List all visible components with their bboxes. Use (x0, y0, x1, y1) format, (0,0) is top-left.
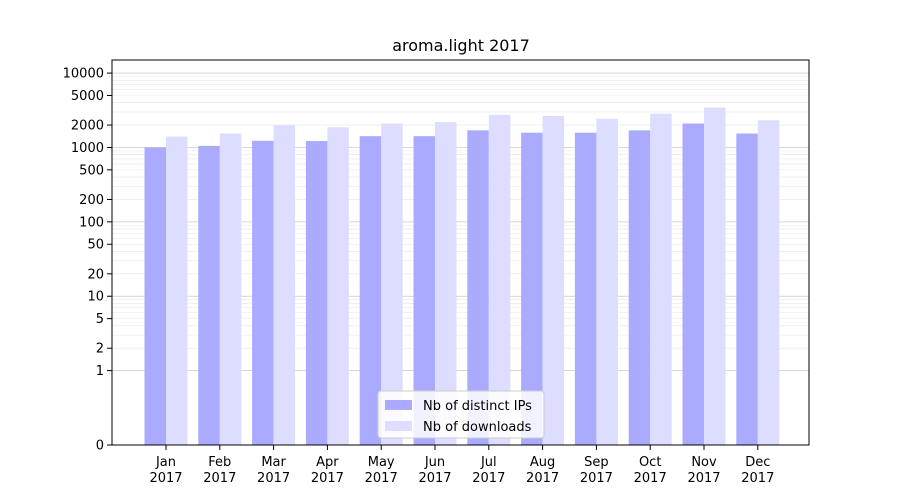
y-tick-label: 10 (87, 290, 104, 305)
x-tick-label-year: 2017 (634, 471, 667, 486)
x-tick-label-year: 2017 (741, 471, 774, 486)
y-tick-label: 2000 (71, 119, 104, 134)
chart-title: aroma.light 2017 (392, 36, 530, 55)
y-tick-label: 50 (87, 238, 104, 253)
x-tick-label-month: Oct (639, 455, 661, 470)
bar-distinct-ips-jan (144, 147, 166, 445)
bar-distinct-ips-aug (521, 132, 543, 445)
bar-distinct-ips-may (359, 136, 382, 445)
legend: Nb of distinct IPs Nb of downloads (377, 390, 545, 439)
bar-distinct-ips-jul (467, 130, 489, 446)
x-tick-label-year: 2017 (472, 471, 505, 486)
bar-downloads-apr (327, 127, 349, 446)
bar-downloads-aug (542, 115, 565, 445)
bars (144, 107, 780, 446)
bar-distinct-ips-sep (574, 132, 597, 445)
x-tick-label-year: 2017 (149, 471, 182, 486)
y-tick-label: 2 (96, 342, 104, 357)
x-axis: Jan2017Feb2017Mar2017Apr2017May2017Jun20… (149, 445, 774, 486)
x-tick-label-year: 2017 (311, 471, 344, 486)
bar-downloads-oct (650, 113, 672, 445)
bar-downloads-jan (166, 136, 188, 445)
x-tick-label-month: Jan (155, 455, 176, 470)
x-tick-label-month: Jul (480, 455, 497, 470)
bar-distinct-ips-mar (252, 140, 274, 445)
x-tick-label-month: Feb (208, 455, 231, 470)
x-tick-label-month: Nov (691, 455, 717, 470)
y-tick-label: 5000 (71, 89, 104, 104)
bar-distinct-ips-nov (682, 123, 704, 445)
x-tick-label-year: 2017 (365, 471, 398, 486)
y-axis: 0 1 2 5 10 20 50 100 200 500 1000 2000 5000 10000 (63, 67, 112, 454)
bar-downloads-jul (488, 114, 511, 446)
y-tick-label: 10000 (63, 67, 104, 82)
y-tick-label: 200 (79, 193, 104, 208)
x-tick-label-month: May (368, 455, 395, 470)
bar-distinct-ips-feb (198, 145, 220, 445)
legend-box (377, 390, 545, 439)
y-tick-label: 500 (79, 163, 104, 178)
x-tick-label-month: Apr (316, 455, 339, 470)
x-tick-label-year: 2017 (203, 471, 236, 486)
x-tick-label-month: Aug (530, 455, 555, 470)
x-tick-label-year: 2017 (526, 471, 559, 486)
bar-downloads-sep (596, 118, 618, 445)
bar-distinct-ips-apr (305, 141, 328, 445)
bar-downloads-mar (273, 125, 296, 445)
y-tick-label: 1000 (71, 141, 104, 156)
y-tick-label: 0 (96, 439, 104, 454)
x-tick-label-year: 2017 (257, 471, 290, 486)
legend-swatch (385, 421, 412, 431)
plot-frame (111, 59, 810, 446)
bar-downloads-jun (435, 122, 457, 446)
legend-label: Nb of distinct IPs (423, 399, 532, 414)
x-tick-label-year: 2017 (687, 471, 720, 486)
x-tick-label-month: Mar (261, 455, 286, 470)
bar-distinct-ips-dec (736, 133, 758, 445)
y-tick-label: 100 (79, 215, 104, 230)
y-tick-label: 1 (96, 364, 104, 379)
x-tick-label-month: Dec (745, 455, 770, 470)
x-tick-label-year: 2017 (418, 471, 451, 486)
x-tick-label-month: Sep (584, 455, 609, 470)
bar-downloads-may (381, 123, 403, 445)
bar-distinct-ips-jun (413, 136, 435, 445)
x-tick-label-year: 2017 (580, 471, 613, 486)
legend-swatch (385, 400, 412, 410)
legend-label: Nb of downloads (423, 420, 532, 435)
bar-downloads-dec (757, 120, 780, 446)
y-tick-label: 20 (87, 267, 104, 282)
bar-downloads-nov (704, 107, 726, 445)
bar-distinct-ips-oct (628, 130, 651, 446)
bar-downloads-feb (219, 133, 242, 445)
x-tick-label-month: Jun (424, 455, 445, 470)
y-tick-label: 5 (96, 312, 104, 327)
